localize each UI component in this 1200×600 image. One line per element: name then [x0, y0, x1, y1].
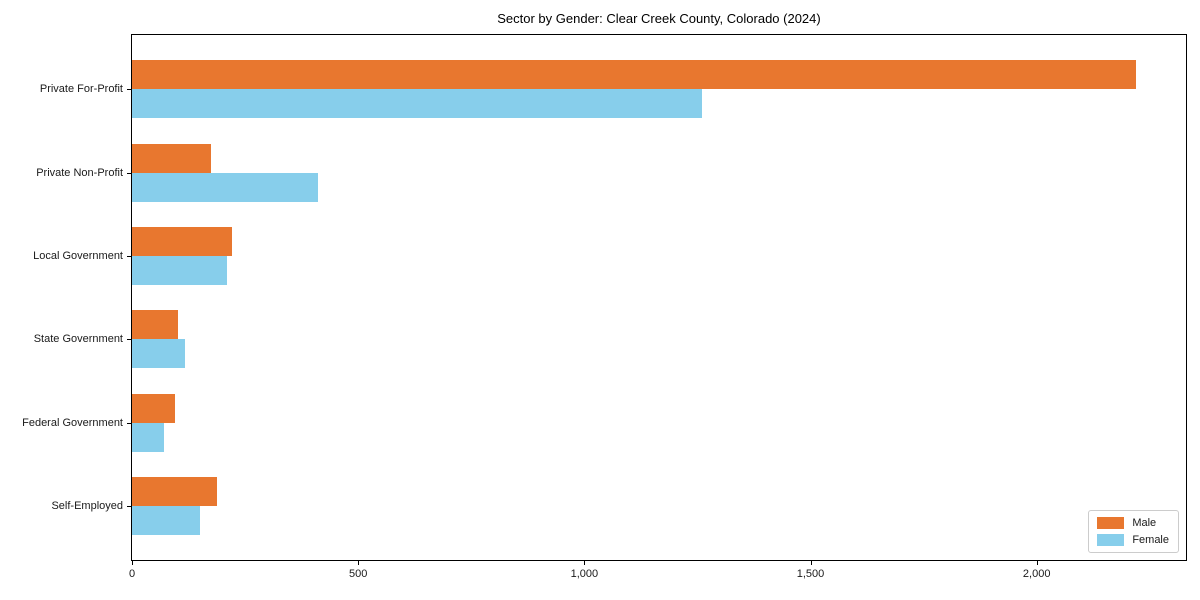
legend-entry-female: Female [1097, 534, 1169, 546]
y-tick-mark [127, 339, 131, 341]
y-tick-mark [127, 89, 131, 91]
bar-male-5 [132, 476, 217, 506]
bar-female-0 [132, 89, 702, 119]
y-tick-label: Private Non-Profit [36, 166, 123, 179]
legend-label-female: Female [1132, 534, 1169, 546]
y-tick-mark [127, 422, 131, 424]
x-tick-mark [584, 561, 586, 565]
bar-male-0 [132, 60, 1137, 90]
plot-area: Male Female [131, 34, 1187, 561]
x-tick-label: 1,000 [570, 568, 599, 580]
y-tick-label: Self-Employed [51, 499, 123, 512]
bar-female-3 [132, 339, 186, 369]
x-tick-mark [1036, 561, 1038, 565]
bar-male-1 [132, 143, 212, 173]
legend-entry-male: Male [1097, 517, 1169, 529]
x-tick-label: 2,000 [1022, 568, 1051, 580]
x-tick-mark [132, 561, 133, 565]
y-tick-mark [127, 505, 131, 507]
y-tick-label: Federal Government [22, 416, 123, 429]
bar-male-3 [132, 310, 179, 340]
y-tick-mark [127, 172, 131, 174]
bar-female-2 [132, 255, 227, 285]
x-tick-mark [358, 561, 360, 565]
legend-swatch-male [1097, 517, 1125, 529]
chart-title: Sector by Gender: Clear Creek County, Co… [497, 11, 821, 26]
legend-label-male: Male [1132, 517, 1157, 529]
bar-male-2 [132, 226, 232, 256]
legend-swatch-female [1097, 534, 1125, 546]
x-tick-label: 500 [349, 568, 368, 580]
y-tick-label: State Government [33, 333, 123, 346]
x-tick-label: 0 [128, 568, 136, 580]
bar-female-1 [132, 172, 318, 202]
x-tick-label: 1,500 [796, 568, 825, 580]
bar-male-4 [132, 393, 175, 423]
bar-female-5 [132, 505, 200, 535]
y-tick-label: Local Government [33, 249, 123, 262]
y-tick-mark [127, 255, 131, 257]
bar-female-4 [132, 422, 165, 452]
y-tick-label: Private For-Profit [39, 83, 123, 96]
legend: Male Female [1088, 510, 1179, 553]
x-tick-mark [810, 561, 812, 565]
